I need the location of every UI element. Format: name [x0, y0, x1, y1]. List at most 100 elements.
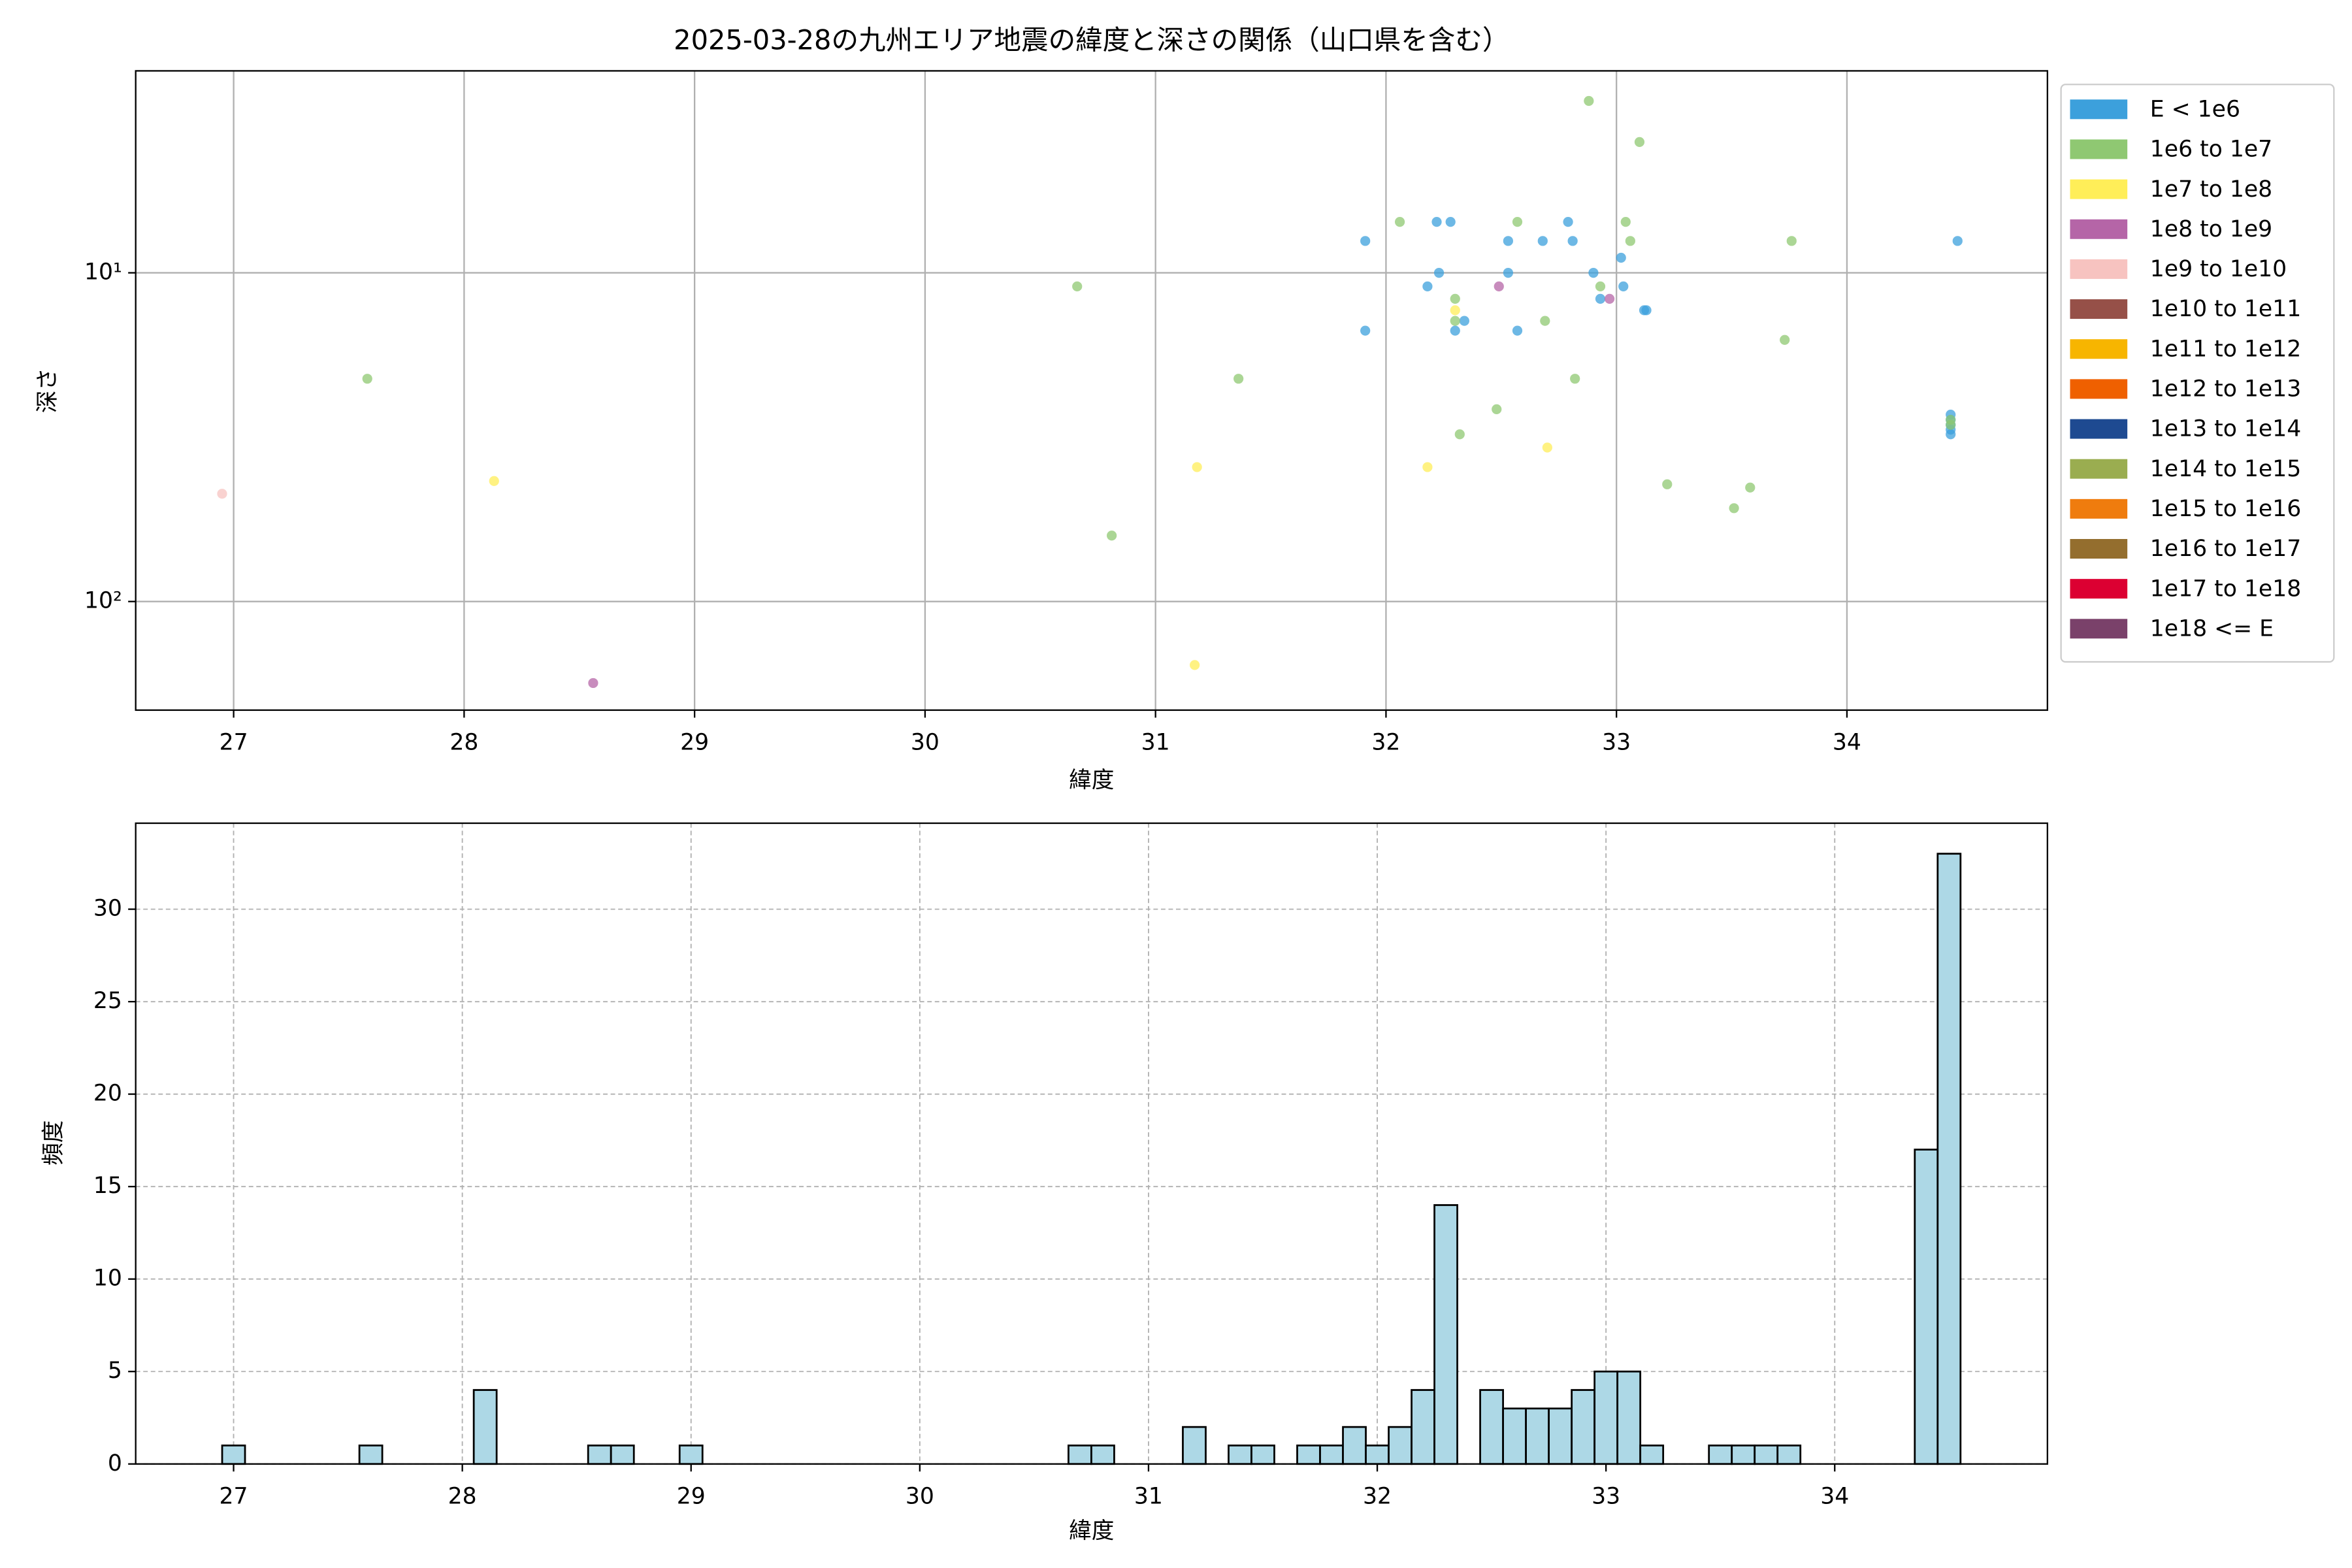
bar [1593, 1370, 1619, 1465]
point [1072, 281, 1083, 292]
bar [1250, 1445, 1275, 1465]
bar [1182, 1426, 1207, 1465]
point [1952, 236, 1963, 246]
legend-swatch [2070, 539, 2128, 559]
legend-swatch [2070, 99, 2128, 120]
bar [1731, 1445, 1756, 1465]
bar [1754, 1445, 1779, 1465]
legend-label: 1e6 to 1e7 [2150, 137, 2272, 163]
bar [1502, 1407, 1527, 1465]
point [1570, 374, 1580, 384]
point [1512, 325, 1523, 336]
point [1512, 217, 1523, 227]
point [1360, 325, 1371, 336]
legend-label: 1e14 to 1e15 [2150, 456, 2301, 482]
chart-title: 2025-03-28の九州エリア地震の緯度と深さの関係（山口県を含む） [674, 24, 1509, 56]
point [1445, 217, 1456, 227]
point [1540, 316, 1550, 326]
point [1454, 429, 1465, 440]
y-axis-label: 深さ [35, 368, 61, 413]
y-tick-label: 10² [84, 588, 122, 614]
point [1595, 281, 1606, 292]
legend-box [2060, 84, 2335, 663]
y-tick-label: 10 [93, 1266, 122, 1292]
point [1625, 236, 1635, 246]
x-tick-label: 32 [1371, 730, 1400, 756]
x-tick-label: 28 [449, 730, 478, 756]
x-tick-label: 34 [1820, 1484, 1849, 1510]
point [1616, 252, 1626, 263]
point [362, 374, 372, 384]
point [1584, 95, 1594, 106]
point [1567, 236, 1578, 246]
point [1620, 217, 1631, 227]
point [1450, 293, 1460, 304]
point [1588, 267, 1599, 278]
point [1745, 482, 1756, 493]
y-tick-label: 30 [93, 896, 122, 922]
x-tick-label: 33 [1592, 1484, 1620, 1510]
bar [610, 1445, 635, 1465]
x-tick-label: 30 [911, 730, 939, 756]
bar [1342, 1426, 1367, 1465]
legend-label: 1e9 to 1e10 [2150, 256, 2287, 282]
legend-swatch [2070, 459, 2128, 479]
legend-label: 1e8 to 1e9 [2150, 216, 2272, 242]
point [1729, 503, 1739, 514]
bar [1616, 1370, 1642, 1465]
bar [678, 1445, 704, 1465]
point [1192, 462, 1202, 472]
point [1503, 267, 1514, 278]
bar [1479, 1389, 1504, 1465]
legend-label: 1e11 to 1e12 [2150, 336, 2301, 362]
bar [1914, 1149, 1939, 1465]
x-tick-label: 33 [1602, 730, 1631, 756]
x-tick-label: 32 [1363, 1484, 1392, 1510]
x-tick-label: 27 [220, 730, 248, 756]
bar [1388, 1426, 1413, 1465]
y-tick-label: 25 [93, 988, 122, 1014]
point [1450, 305, 1460, 316]
x-tick-label: 31 [1141, 730, 1170, 756]
point [1450, 325, 1460, 336]
point [1537, 236, 1548, 246]
legend-label: 1e16 to 1e17 [2150, 536, 2301, 562]
legend-swatch [2070, 339, 2128, 359]
point [1542, 442, 1552, 453]
x-tick-label: 34 [1833, 730, 1861, 756]
point [1492, 404, 1502, 414]
bar [472, 1389, 498, 1465]
legend-label: 1e17 to 1e18 [2150, 576, 2301, 602]
legend-label: 1e7 to 1e8 [2150, 176, 2272, 203]
y-axis-label: 頻度 [41, 1120, 67, 1166]
bar [1708, 1445, 1733, 1465]
x-tick-label: 29 [677, 1484, 706, 1510]
bar [587, 1445, 612, 1465]
point [1431, 217, 1442, 227]
bar [1936, 853, 1962, 1465]
point [1233, 374, 1244, 384]
legend-swatch [2070, 299, 2128, 319]
bar [1068, 1445, 1092, 1465]
legend-swatch [2070, 498, 2128, 519]
y-tick-label: 20 [93, 1081, 122, 1107]
x-axis-label: 緯度 [1069, 767, 1114, 793]
legend-label: 1e13 to 1e14 [2150, 416, 2301, 442]
point [217, 489, 227, 499]
bar [358, 1445, 384, 1465]
y-tick-label: 15 [93, 1173, 122, 1199]
point [1946, 429, 1956, 440]
legend-label: 1e18 <= E [2150, 615, 2274, 642]
point [1107, 531, 1117, 541]
plot-frame [135, 822, 2048, 1465]
point [1450, 316, 1460, 326]
bar [1228, 1445, 1252, 1465]
legend-label: 1e10 to 1e11 [2150, 296, 2301, 322]
point [1604, 293, 1615, 304]
bar [1433, 1204, 1458, 1465]
bar [1571, 1389, 1596, 1465]
x-tick-label: 29 [680, 730, 709, 756]
point [1780, 335, 1790, 345]
legend-swatch [2070, 619, 2128, 639]
